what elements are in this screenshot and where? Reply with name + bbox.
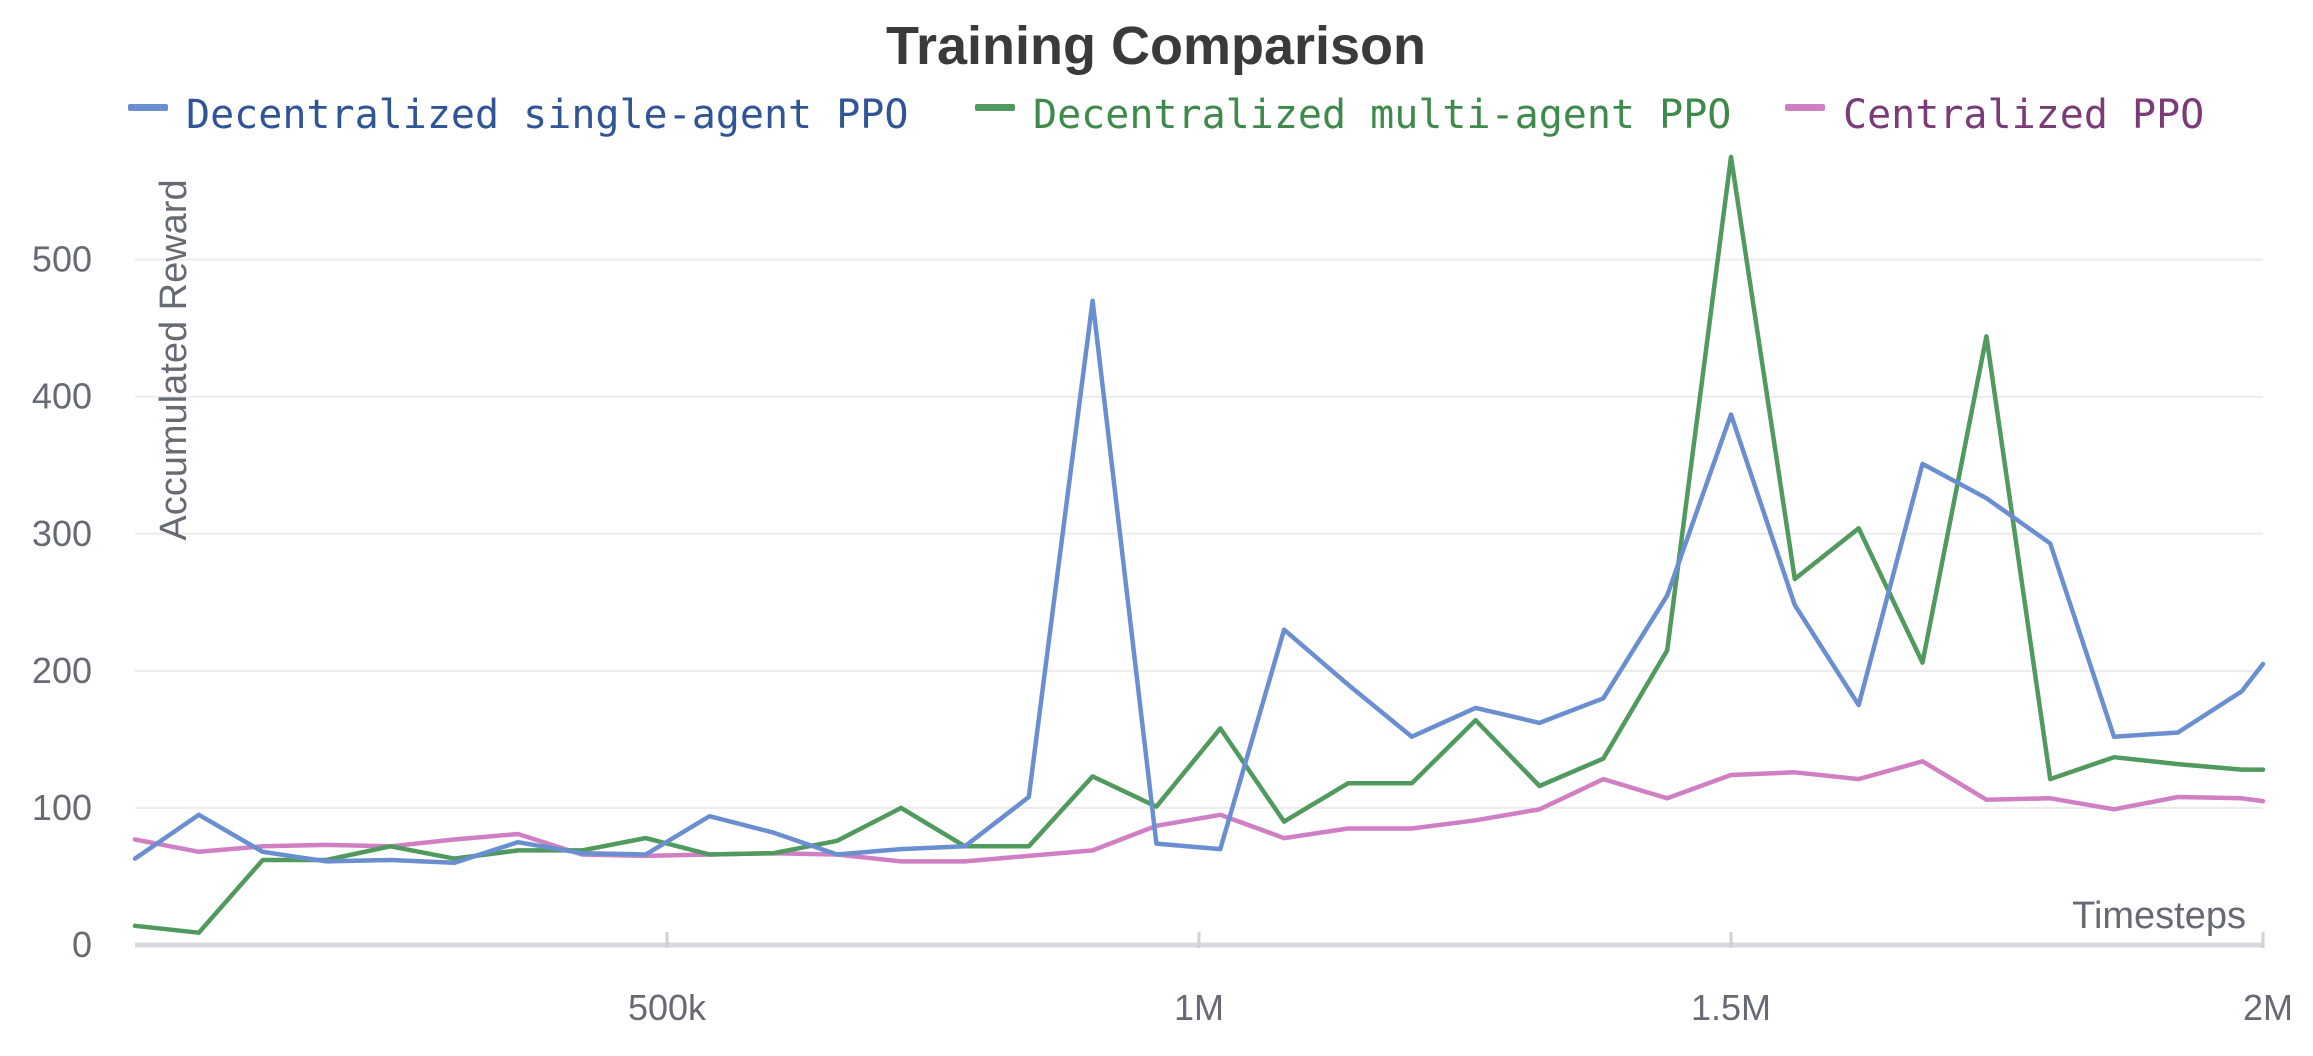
legend-item: Decentralized single-agent PPO xyxy=(128,92,908,138)
x-axis: 500k 1M 1.5M 2M xyxy=(135,932,2293,1028)
x-axis-label: Timesteps xyxy=(2072,895,2246,937)
legend-label: Decentralized multi-agent PPO xyxy=(1033,92,1731,138)
grid xyxy=(135,258,2263,809)
legend: Decentralized single-agent PPO Decentrali… xyxy=(128,92,2204,138)
y-tick-label: 300 xyxy=(32,513,92,554)
y-tick-label: 200 xyxy=(32,650,92,691)
legend-swatch xyxy=(975,104,1015,111)
legend-item: Decentralized multi-agent PPO xyxy=(975,92,1731,138)
legend-item: Centralized PPO xyxy=(1785,92,2204,138)
series-line-2 xyxy=(132,759,2266,864)
series-line-1 xyxy=(132,154,2266,935)
legend-label: Centralized PPO xyxy=(1843,92,2204,138)
y-tick-label: 400 xyxy=(32,376,92,417)
x-tick-label: 500k xyxy=(628,987,707,1028)
y-tick-label: 100 xyxy=(32,787,92,828)
y-tick-label: 0 xyxy=(72,924,92,965)
y-axis-label: Accumulated Reward xyxy=(153,179,195,540)
legend-swatch xyxy=(128,104,168,111)
y-tick-label: 500 xyxy=(32,239,92,280)
chart-title: Training Comparison xyxy=(886,16,1426,76)
legend-swatch xyxy=(1785,104,1825,111)
plot-area xyxy=(132,154,2266,935)
series-line-0 xyxy=(132,298,2266,866)
x-tick-label: 1.5M xyxy=(1691,987,1771,1028)
y-axis: 0 100 200 300 400 500 xyxy=(32,239,92,965)
x-tick-label: 2M xyxy=(2243,987,2293,1028)
legend-label: Decentralized single-agent PPO xyxy=(186,92,908,138)
x-tick-label: 1M xyxy=(1174,987,1224,1028)
